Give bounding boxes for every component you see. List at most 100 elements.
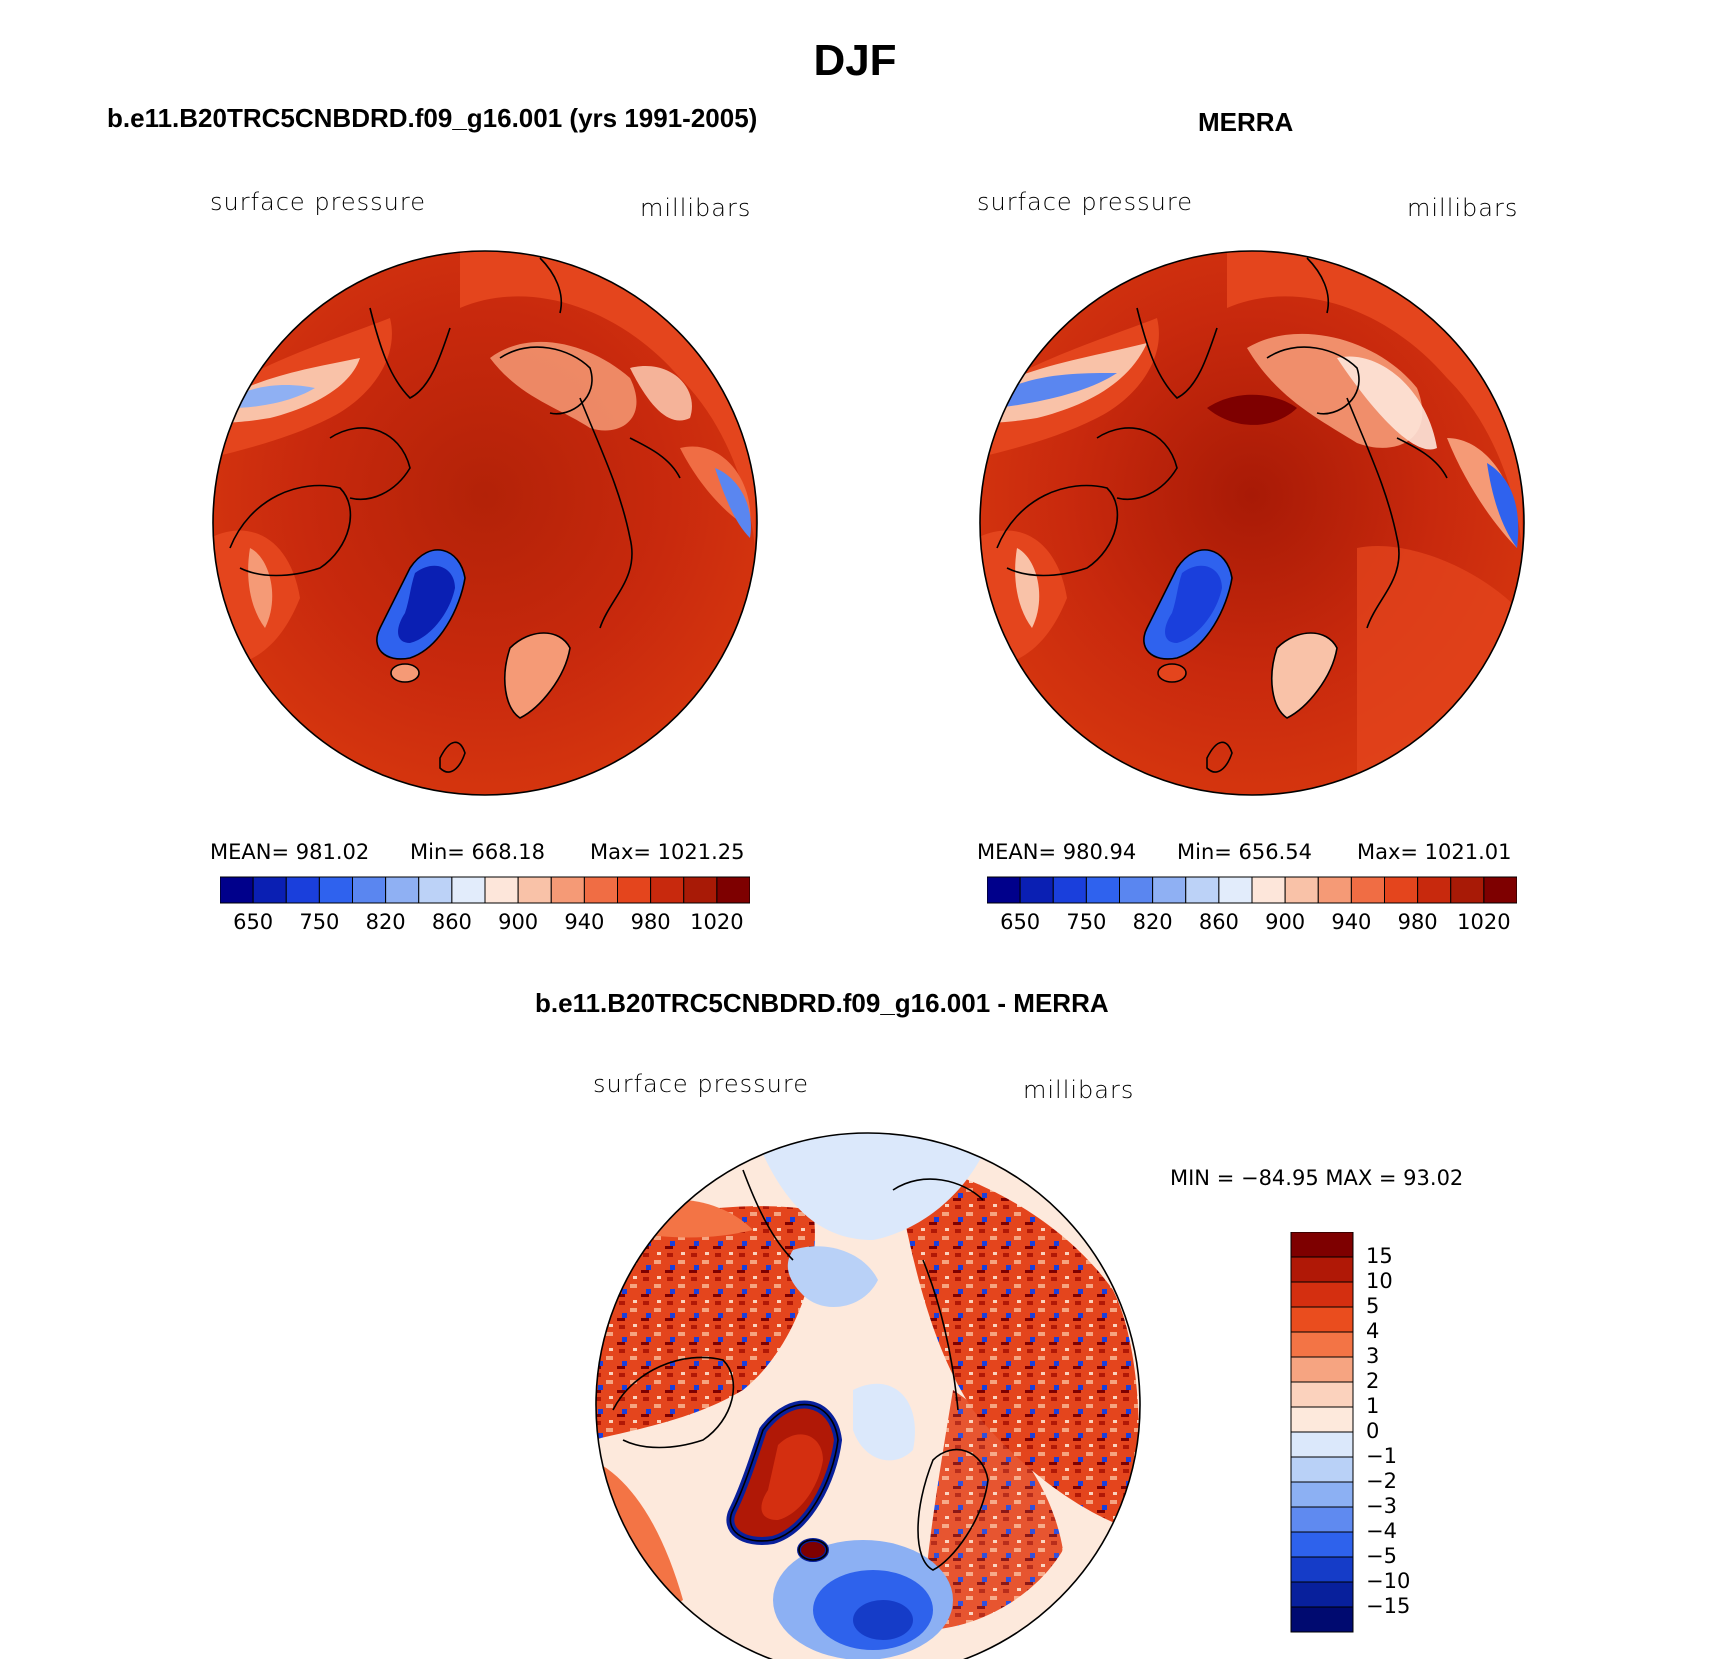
obs-panel-title: MERRA — [1198, 107, 1294, 137]
colorbar-swatch — [1218, 876, 1253, 904]
diff-polar-map — [595, 1132, 1141, 1659]
colorbar-tick-label: −4 — [1366, 1519, 1397, 1543]
figure-title: DJF — [813, 36, 897, 85]
colorbar-swatch — [1290, 1356, 1354, 1383]
colorbar-tick-label: 860 — [1198, 910, 1239, 934]
colorbar-swatch — [1290, 1456, 1354, 1483]
colorbar-swatch — [451, 876, 486, 904]
obs-min-stat: Min= 656.54 — [1177, 840, 1313, 864]
colorbar-tick-label: 820 — [365, 910, 406, 934]
model-colorbar-ticks: 650 750 820 860 900 940 980 1020 — [220, 910, 750, 938]
colorbar-tick-label: 15 — [1366, 1244, 1393, 1268]
colorbar-tick-label: 820 — [1132, 910, 1173, 934]
colorbar-tick-label: 0 — [1366, 1419, 1380, 1443]
diff-panel-title: b.e11.B20TRC5CNBDRD.f09_g16.001 - MERRA — [535, 988, 1109, 1018]
colorbar-swatch — [1251, 876, 1286, 904]
obs-variable-label: surface pressure — [977, 188, 1193, 216]
colorbar-tick-label: 750 — [1066, 910, 1107, 934]
colorbar-swatch — [1290, 1431, 1354, 1458]
diff-minmax-stat: MIN = −84.95 MAX = 93.02 — [1170, 1166, 1464, 1190]
colorbar-swatch — [1119, 876, 1154, 904]
colorbar-swatch — [1290, 1306, 1354, 1333]
colorbar-tick-label: 10 — [1366, 1269, 1393, 1293]
colorbar-swatch — [1483, 876, 1517, 904]
colorbar-swatch — [385, 876, 420, 904]
colorbar-tick-label: 650 — [233, 910, 274, 934]
colorbar-swatch — [1350, 876, 1386, 904]
colorbar-tick-label: 1020 — [1457, 910, 1511, 934]
diff-variable-label: surface pressure — [593, 1070, 809, 1098]
colorbar-swatch — [517, 876, 552, 904]
colorbar-tick-label: 750 — [299, 910, 340, 934]
colorbar-swatch — [550, 876, 585, 904]
obs-max-stat: Max= 1021.01 — [1357, 840, 1512, 864]
colorbar-tick-label: −15 — [1366, 1594, 1411, 1618]
colorbar-swatch — [1290, 1506, 1354, 1533]
colorbar-swatch — [1290, 1406, 1354, 1433]
colorbar-swatch — [484, 876, 519, 904]
colorbar-swatch — [220, 876, 254, 904]
colorbar-tick-label: 1 — [1366, 1394, 1380, 1418]
model-panel-title: b.e11.B20TRC5CNBDRD.f09_g16.001 (yrs 199… — [107, 103, 758, 133]
colorbar-swatch — [1450, 876, 1485, 904]
colorbar-tick-label: 3 — [1366, 1344, 1380, 1368]
diff-colorbar-ticks: 15 10 5 4 3 2 1 0 −1 −2 −3 −4 −5 −10 −15 — [1366, 1232, 1486, 1632]
colorbar-tick-label: 4 — [1366, 1319, 1380, 1343]
colorbar-tick-label: 650 — [1000, 910, 1041, 934]
colorbar-swatch — [1417, 876, 1452, 904]
model-polar-map — [212, 250, 758, 796]
colorbar-swatch — [617, 876, 652, 904]
obs-colorbar-ticks: 650 750 820 860 900 940 980 1020 — [987, 910, 1517, 938]
colorbar-swatch — [1290, 1581, 1354, 1608]
colorbar-tick-label: 940 — [564, 910, 605, 934]
colorbar-swatch — [1290, 1281, 1354, 1308]
colorbar-swatch — [252, 876, 287, 904]
colorbar-swatch — [1290, 1232, 1354, 1258]
colorbar-tick-label: 900 — [1265, 910, 1306, 934]
colorbar-swatch — [285, 876, 320, 904]
colorbar-tick-label: −10 — [1366, 1569, 1411, 1593]
colorbar-swatch — [1317, 876, 1352, 904]
colorbar-tick-label: −5 — [1366, 1544, 1397, 1568]
colorbar-tick-label: 940 — [1331, 910, 1372, 934]
colorbar-swatch — [352, 876, 387, 904]
colorbar-tick-label: 860 — [431, 910, 472, 934]
colorbar-tick-label: 5 — [1366, 1294, 1380, 1318]
colorbar-swatch — [1290, 1256, 1354, 1283]
obs-mean-stat: MEAN= 980.94 — [977, 840, 1137, 864]
colorbar-tick-label: 980 — [630, 910, 671, 934]
obs-units-label: millibars — [1407, 194, 1519, 222]
colorbar-swatch — [716, 876, 750, 904]
colorbar-swatch — [1152, 876, 1187, 904]
diff-units-label: millibars — [1023, 1076, 1135, 1104]
colorbar-swatch — [318, 876, 354, 904]
colorbar-tick-label: −2 — [1366, 1469, 1397, 1493]
colorbar-swatch — [583, 876, 619, 904]
colorbar-swatch — [683, 876, 718, 904]
colorbar-tick-label: 1020 — [690, 910, 744, 934]
colorbar-swatch — [418, 876, 453, 904]
model-units-label: millibars — [640, 194, 752, 222]
colorbar-swatch — [1290, 1381, 1354, 1408]
colorbar-tick-label: −3 — [1366, 1494, 1397, 1518]
colorbar-swatch — [1290, 1606, 1354, 1633]
model-colorbar — [220, 876, 750, 904]
diff-colorbar — [1290, 1232, 1354, 1633]
colorbar-swatch — [1290, 1331, 1354, 1358]
model-min-stat: Min= 668.18 — [410, 840, 546, 864]
colorbar-swatch — [1284, 876, 1319, 904]
colorbar-swatch — [1185, 876, 1220, 904]
colorbar-swatch — [1384, 876, 1419, 904]
colorbar-tick-label: 980 — [1397, 910, 1438, 934]
model-max-stat: Max= 1021.25 — [590, 840, 745, 864]
colorbar-swatch — [1290, 1481, 1354, 1508]
colorbar-swatch — [1019, 876, 1054, 904]
model-variable-label: surface pressure — [210, 188, 426, 216]
colorbar-swatch — [1290, 1556, 1354, 1583]
model-mean-stat: MEAN= 981.02 — [210, 840, 370, 864]
colorbar-swatch — [1052, 876, 1087, 904]
colorbar-swatch — [1085, 876, 1121, 904]
colorbar-swatch — [987, 876, 1021, 904]
colorbar-tick-label: −1 — [1366, 1444, 1397, 1468]
colorbar-tick-label: 900 — [498, 910, 539, 934]
